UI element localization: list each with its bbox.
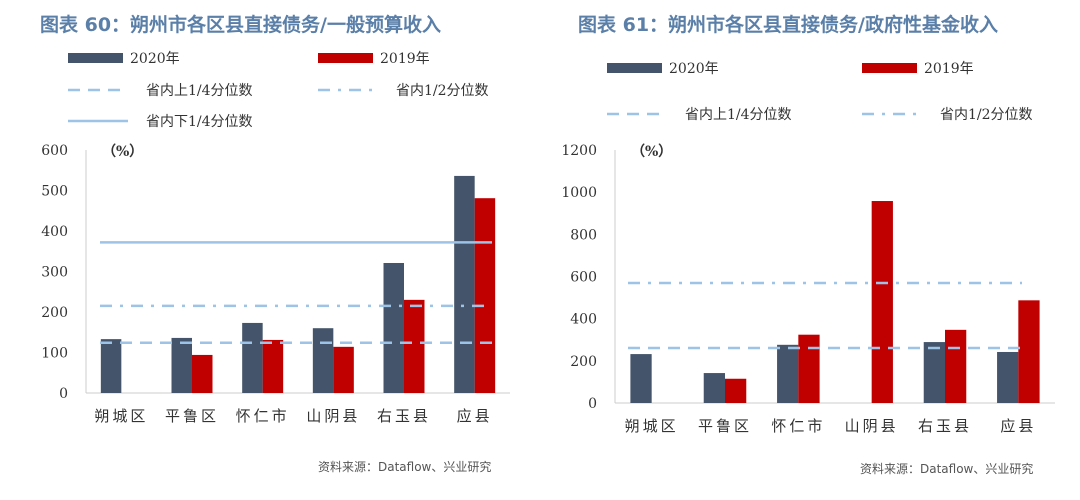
- bar-2019年: [798, 334, 820, 403]
- y-tick-label: 500: [41, 184, 68, 200]
- bar-2019年: [262, 339, 284, 393]
- bar-2019年: [404, 299, 425, 393]
- legend-label: 2020年: [669, 61, 719, 77]
- y-tick-label: 600: [570, 270, 597, 286]
- legend-label: 2019年: [924, 61, 974, 77]
- x-tick-label: 应县: [457, 407, 493, 425]
- y-tick-label: 0: [588, 396, 597, 412]
- legend-label: 省内上1/4分位数: [685, 107, 792, 123]
- y-tick-label: 200: [41, 305, 68, 321]
- x-tick-label: 怀仁市: [771, 417, 825, 435]
- legend-swatch: [862, 63, 917, 73]
- bar-2019年: [333, 346, 354, 393]
- x-tick-label: 朔城区: [625, 417, 679, 435]
- legend-label: 省内1/2分位数: [396, 83, 489, 99]
- x-tick-label: 朔城区: [94, 407, 148, 425]
- legend-swatch: [607, 63, 662, 73]
- bar-2020年: [312, 328, 334, 393]
- y-tick-label: 400: [41, 224, 68, 240]
- x-tick-label: 山阴县: [306, 407, 360, 425]
- bar-2020年: [242, 322, 263, 393]
- chart-title-60: 图表 60：朔州市各区县直接债务/一般预算收入: [40, 14, 441, 36]
- y-tick-label: 600: [41, 143, 68, 159]
- unit-label: （%）: [631, 144, 672, 160]
- bar-2020年: [100, 339, 122, 393]
- y-tick-label: 0: [59, 386, 68, 402]
- bar-2020年: [383, 262, 404, 393]
- unit-label: （%）: [102, 144, 143, 160]
- bar-2020年: [923, 342, 945, 403]
- x-tick-label: 平鲁区: [165, 407, 219, 425]
- bar-2019年: [1018, 300, 1040, 403]
- bar-2020年: [777, 344, 799, 403]
- bar-2020年: [703, 373, 725, 403]
- y-tick-label: 100: [41, 346, 68, 362]
- x-tick-label: 怀仁市: [236, 407, 290, 425]
- x-tick-label: 应县: [1000, 417, 1036, 435]
- source-note-61: 资料来源：Dataflow、兴业研究: [860, 462, 1034, 476]
- legend-label: 省内下1/4分位数: [146, 114, 253, 130]
- bar-2019年: [192, 354, 213, 393]
- y-tick-label: 200: [570, 354, 597, 370]
- legend-label: 2020年: [130, 51, 180, 67]
- x-tick-label: 平鲁区: [698, 417, 752, 435]
- bar-2019年: [871, 201, 893, 403]
- bar-2019年: [725, 378, 747, 403]
- source-note-60: 资料来源：Dataflow、兴业研究: [318, 460, 492, 474]
- legend-label: 省内上1/4分位数: [146, 83, 253, 99]
- y-tick-label: 800: [570, 227, 597, 243]
- y-tick-label: 1200: [561, 143, 597, 159]
- legend-swatch: [318, 53, 373, 63]
- x-tick-label: 山阴县: [845, 417, 899, 435]
- bar-2020年: [454, 175, 475, 393]
- chart-title-61: 图表 61：朔州市各区县直接债务/政府性基金收入: [578, 14, 998, 36]
- x-tick-label: 右玉县: [377, 407, 431, 425]
- x-tick-label: 右玉县: [918, 417, 972, 435]
- bar-2019年: [945, 329, 967, 403]
- legend-label: 2019年: [380, 51, 430, 67]
- legend-swatch: [68, 53, 123, 63]
- y-tick-label: 400: [570, 312, 597, 328]
- bar-2020年: [630, 354, 652, 403]
- y-tick-label: 1000: [561, 185, 597, 201]
- bar-2019年: [474, 198, 496, 393]
- y-tick-label: 300: [41, 265, 68, 281]
- bar-2020年: [997, 351, 1019, 403]
- legend-label: 省内1/2分位数: [940, 107, 1033, 123]
- bar-2020年: [171, 337, 192, 393]
